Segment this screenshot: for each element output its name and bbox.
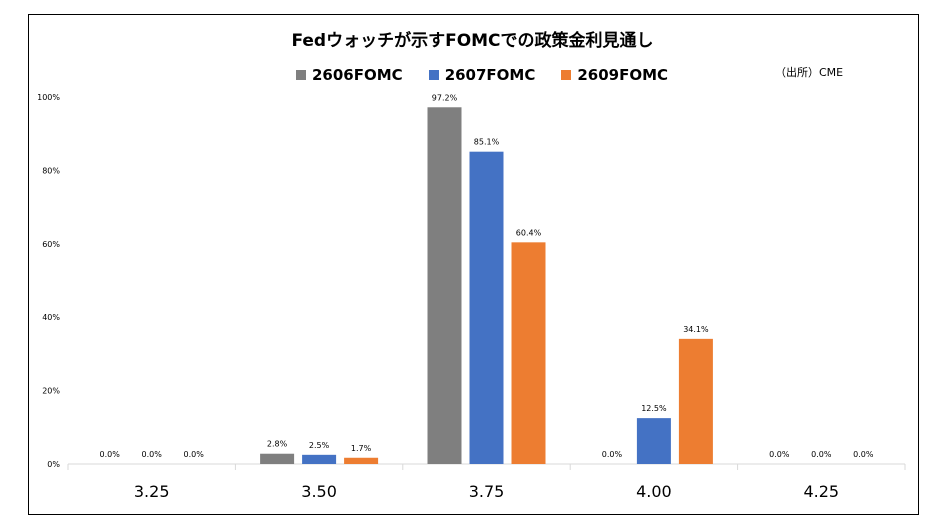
data-label: 12.5%: [641, 404, 667, 413]
legend-item-2607: 2607FOMC: [428, 66, 536, 84]
y-tick-label: 60%: [42, 240, 60, 249]
legend-swatch-2607: [428, 70, 439, 80]
data-label: 0.0%: [100, 450, 121, 459]
legend-item-2609: 2609FOMC: [561, 66, 668, 84]
bar-2606FOMC-3.50: [260, 453, 295, 464]
legend-swatch-2606: [296, 70, 306, 80]
x-category-label: 4.00: [636, 482, 672, 501]
data-label: 0.0%: [602, 450, 623, 459]
legend: 2606FOMC 2607FOMC 2609FOMC: [296, 66, 668, 84]
data-label: 85.1%: [474, 138, 500, 147]
y-tick-label: 100%: [37, 93, 60, 102]
data-label: 0.0%: [853, 450, 874, 459]
data-label: 2.5%: [309, 441, 330, 450]
y-tick-label: 20%: [42, 387, 60, 396]
source-note: （出所）CME: [775, 66, 844, 79]
y-tick-label: 0%: [47, 460, 60, 469]
x-category-label: 3.50: [301, 482, 337, 501]
data-label: 1.7%: [351, 444, 372, 453]
legend-swatch-2609: [561, 70, 572, 80]
data-label: 0.0%: [142, 450, 163, 459]
y-tick-label: 80%: [42, 166, 60, 175]
chart-title: Fedウォッチが示すFOMCでの政策金利見通し: [291, 31, 654, 51]
x-category-label: 3.75: [469, 482, 505, 501]
x-category-label: 4.25: [803, 482, 839, 501]
legend-item-2606: 2606FOMC: [296, 66, 403, 84]
bar-2609FOMC-4.00: [678, 338, 713, 464]
bar-2609FOMC-3.50: [344, 457, 379, 464]
bar-2607FOMC-4.00: [636, 418, 671, 464]
y-tick-label: 40%: [42, 313, 60, 322]
data-label: 2.8%: [267, 440, 288, 449]
legend-label-2606: 2606FOMC: [312, 66, 403, 84]
legend-label-2609: 2609FOMC: [577, 66, 669, 84]
bar-2609FOMC-3.75: [511, 242, 546, 464]
x-category-label: 3.25: [134, 482, 170, 501]
data-label: 0.0%: [184, 450, 205, 459]
legend-label-2607: 2607FOMC: [444, 66, 536, 84]
data-label: 60.4%: [516, 228, 542, 237]
bar-2607FOMC-3.75: [469, 151, 504, 465]
data-label: 0.0%: [769, 450, 790, 459]
bar-2606FOMC-3.75: [427, 107, 462, 464]
bar-2607FOMC-3.50: [302, 454, 337, 464]
data-label: 97.2%: [432, 93, 458, 102]
data-label: 0.0%: [811, 450, 832, 459]
data-label: 34.1%: [683, 325, 709, 334]
